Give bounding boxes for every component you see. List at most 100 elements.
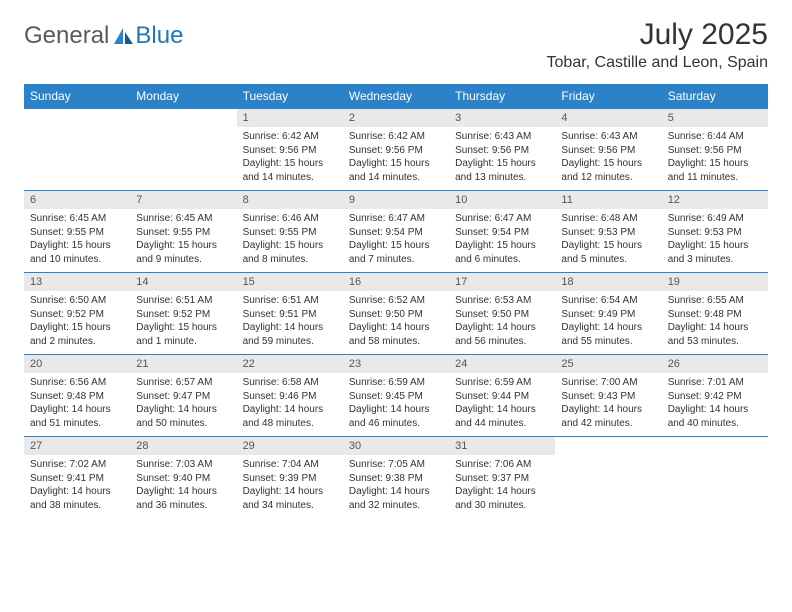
day-body: Sunrise: 6:42 AMSunset: 9:56 PMDaylight:… [237,127,343,190]
sunset-line: Sunset: 9:56 PM [455,144,549,158]
day-body: Sunrise: 6:51 AMSunset: 9:52 PMDaylight:… [130,291,236,354]
sunset-line: Sunset: 9:55 PM [30,226,124,240]
day-body: Sunrise: 6:45 AMSunset: 9:55 PMDaylight:… [24,209,130,272]
day-cell: 7Sunrise: 6:45 AMSunset: 9:55 PMDaylight… [130,191,236,273]
day-number: 13 [24,273,130,291]
day-cell: 5Sunrise: 6:44 AMSunset: 9:56 PMDaylight… [662,109,768,191]
daylight-line: Daylight: 15 hours and 2 minutes. [30,321,124,348]
daylight-line: Daylight: 15 hours and 7 minutes. [349,239,443,266]
day-header-thursday: Thursday [449,84,555,109]
sunset-line: Sunset: 9:56 PM [349,144,443,158]
sunrise-line: Sunrise: 7:03 AM [136,458,230,472]
day-cell: 13Sunrise: 6:50 AMSunset: 9:52 PMDayligh… [24,273,130,355]
daylight-line: Daylight: 14 hours and 34 minutes. [243,485,337,512]
day-cell: 27Sunrise: 7:02 AMSunset: 9:41 PMDayligh… [24,437,130,519]
sunset-line: Sunset: 9:41 PM [30,472,124,486]
day-cell: 9Sunrise: 6:47 AMSunset: 9:54 PMDaylight… [343,191,449,273]
day-cell: 12Sunrise: 6:49 AMSunset: 9:53 PMDayligh… [662,191,768,273]
day-body: Sunrise: 7:04 AMSunset: 9:39 PMDaylight:… [237,455,343,518]
day-cell: 11Sunrise: 6:48 AMSunset: 9:53 PMDayligh… [555,191,661,273]
week-row: 13Sunrise: 6:50 AMSunset: 9:52 PMDayligh… [24,273,768,355]
sunset-line: Sunset: 9:37 PM [455,472,549,486]
day-header-monday: Monday [130,84,236,109]
daylight-line: Daylight: 14 hours and 50 minutes. [136,403,230,430]
sunset-line: Sunset: 9:43 PM [561,390,655,404]
day-body: Sunrise: 6:59 AMSunset: 9:44 PMDaylight:… [449,373,555,436]
daylight-line: Daylight: 15 hours and 14 minutes. [349,157,443,184]
day-number: 16 [343,273,449,291]
day-header-friday: Friday [555,84,661,109]
day-cell: 19Sunrise: 6:55 AMSunset: 9:48 PMDayligh… [662,273,768,355]
month-title: July 2025 [547,18,768,52]
day-body: Sunrise: 6:46 AMSunset: 9:55 PMDaylight:… [237,209,343,272]
daylight-line: Daylight: 14 hours and 58 minutes. [349,321,443,348]
daylight-line: Daylight: 14 hours and 44 minutes. [455,403,549,430]
day-cell: .. [662,437,768,519]
day-cell: 18Sunrise: 6:54 AMSunset: 9:49 PMDayligh… [555,273,661,355]
day-number: 6 [24,191,130,209]
sunset-line: Sunset: 9:45 PM [349,390,443,404]
sunrise-line: Sunrise: 6:46 AM [243,212,337,226]
sunset-line: Sunset: 9:53 PM [668,226,762,240]
day-cell: .. [24,109,130,191]
day-body: Sunrise: 6:50 AMSunset: 9:52 PMDaylight:… [24,291,130,354]
daylight-line: Daylight: 14 hours and 36 minutes. [136,485,230,512]
day-cell: 28 Sunrise: 7:03 AMSunset: 9:40 PMDayligh… [130,437,236,519]
day-number: 9 [343,191,449,209]
logo: General Blue [24,22,183,50]
day-cell: 14Sunrise: 6:51 AMSunset: 9:52 PMDayligh… [130,273,236,355]
daylight-line: Daylight: 15 hours and 11 minutes. [668,157,762,184]
location: Tobar, Castille and Leon, Spain [547,54,768,72]
sunset-line: Sunset: 9:38 PM [349,472,443,486]
sunrise-line: Sunrise: 6:45 AM [136,212,230,226]
day-cell: 31Sunrise: 7:06 AMSunset: 9:37 PMDayligh… [449,437,555,519]
sunrise-line: Sunrise: 6:43 AM [455,130,549,144]
sunset-line: Sunset: 9:44 PM [455,390,549,404]
day-body: Sunrise: 6:58 AMSunset: 9:46 PMDaylight:… [237,373,343,436]
day-number: 30 [343,437,449,455]
daylight-line: Daylight: 14 hours and 56 minutes. [455,321,549,348]
day-body: Sunrise: 6:45 AMSunset: 9:55 PMDaylight:… [130,209,236,272]
day-body: Sunrise: 7:00 AMSunset: 9:43 PMDaylight:… [555,373,661,436]
day-body: Sunrise: 6:59 AMSunset: 9:45 PMDaylight:… [343,373,449,436]
sunrise-line: Sunrise: 6:54 AM [561,294,655,308]
daylight-line: Daylight: 14 hours and 38 minutes. [30,485,124,512]
day-number: 15 [237,273,343,291]
daylight-line: Daylight: 15 hours and 3 minutes. [668,239,762,266]
day-number: 26 [662,355,768,373]
daylight-line: Daylight: 15 hours and 12 minutes. [561,157,655,184]
day-cell: 16Sunrise: 6:52 AMSunset: 9:50 PMDayligh… [343,273,449,355]
day-number: 24 [449,355,555,373]
day-header-tuesday: Tuesday [237,84,343,109]
day-number: 12 [662,191,768,209]
day-cell: 22Sunrise: 6:58 AMSunset: 9:46 PMDayligh… [237,355,343,437]
daylight-line: Daylight: 14 hours and 30 minutes. [455,485,549,512]
day-body: Sunrise: 6:54 AMSunset: 9:49 PMDaylight:… [555,291,661,354]
sunset-line: Sunset: 9:52 PM [30,308,124,322]
sunrise-line: Sunrise: 6:59 AM [349,376,443,390]
day-cell: 26Sunrise: 7:01 AMSunset: 9:42 PMDayligh… [662,355,768,437]
day-number: 28 [130,437,236,455]
week-row: 20Sunrise: 6:56 AMSunset: 9:48 PMDayligh… [24,355,768,437]
day-cell: .. [130,109,236,191]
sunrise-line: Sunrise: 7:06 AM [455,458,549,472]
sunrise-line: Sunrise: 6:51 AM [243,294,337,308]
sunrise-line: Sunrise: 6:43 AM [561,130,655,144]
day-body: Sunrise: 6:47 AMSunset: 9:54 PMDaylight:… [449,209,555,272]
day-body: Sunrise: 6:42 AMSunset: 9:56 PMDaylight:… [343,127,449,190]
sunrise-line: Sunrise: 7:01 AM [668,376,762,390]
day-body: Sunrise: 6:56 AMSunset: 9:48 PMDaylight:… [24,373,130,436]
day-number: 7 [130,191,236,209]
day-body: Sunrise: 6:51 AMSunset: 9:51 PMDaylight:… [237,291,343,354]
sunset-line: Sunset: 9:56 PM [243,144,337,158]
day-cell: 15Sunrise: 6:51 AMSunset: 9:51 PMDayligh… [237,273,343,355]
sunset-line: Sunset: 9:40 PM [136,472,230,486]
sunrise-line: Sunrise: 6:52 AM [349,294,443,308]
day-cell: 23Sunrise: 6:59 AMSunset: 9:45 PMDayligh… [343,355,449,437]
sunset-line: Sunset: 9:49 PM [561,308,655,322]
sunset-line: Sunset: 9:48 PM [668,308,762,322]
day-body: Sunrise: 7:05 AMSunset: 9:38 PMDaylight:… [343,455,449,518]
daylight-line: Daylight: 14 hours and 53 minutes. [668,321,762,348]
day-cell: 6Sunrise: 6:45 AMSunset: 9:55 PMDaylight… [24,191,130,273]
day-number: 21 [130,355,236,373]
